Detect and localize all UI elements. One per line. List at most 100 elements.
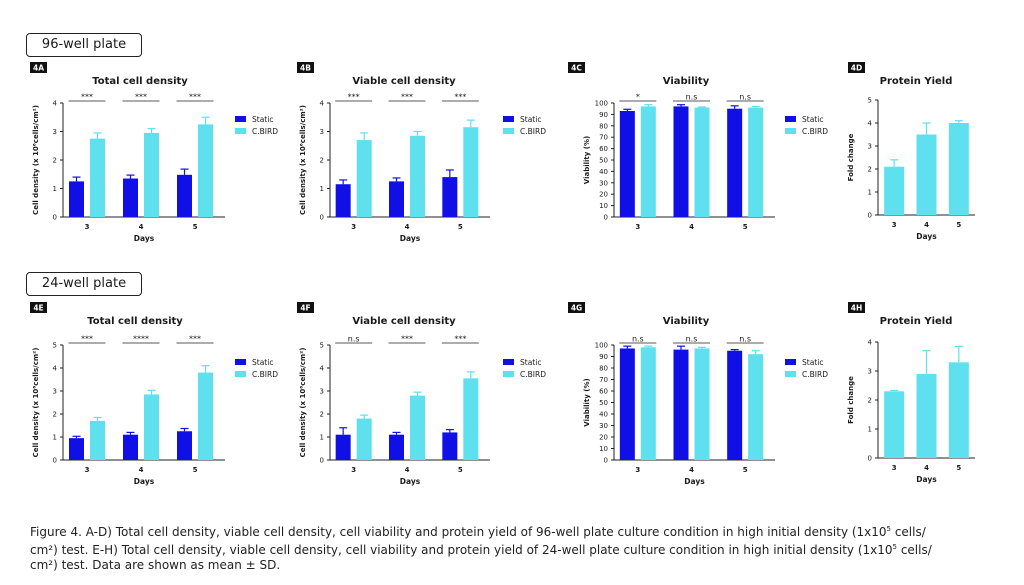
y-tick-label: 2 bbox=[53, 157, 57, 165]
y-tick-label: 100 bbox=[595, 342, 608, 350]
bar-static bbox=[335, 434, 351, 460]
panel-badge-label: 4E bbox=[33, 304, 43, 313]
x-tick-label: 5 bbox=[193, 466, 198, 474]
x-tick-label: 3 bbox=[892, 221, 897, 229]
panel-badge-label: 4G bbox=[571, 304, 582, 313]
y-tick-label: 30 bbox=[599, 179, 608, 187]
figure-charts: 4A Total cell density 0 1 2 3 4 Cell density (x… bbox=[30, 62, 975, 486]
y-tick-label: 0 bbox=[53, 214, 57, 222]
bar-cbird bbox=[463, 127, 479, 217]
y-tick-label: 70 bbox=[599, 134, 608, 142]
panel-badge bbox=[568, 62, 585, 73]
y-axis-label: Viability (%) bbox=[583, 136, 591, 184]
x-axis-label: Days bbox=[400, 234, 421, 243]
legend-label: Static bbox=[520, 358, 541, 367]
legend-label: C.BIRD bbox=[520, 370, 546, 379]
y-tick-label: 40 bbox=[599, 168, 608, 176]
y-tick-label: 90 bbox=[599, 111, 608, 119]
legend-swatch bbox=[785, 359, 796, 365]
y-tick-label: 1 bbox=[868, 426, 872, 434]
y-tick-label: 70 bbox=[599, 376, 608, 384]
bar-cbird bbox=[640, 106, 656, 217]
caption-line1b: cells/ bbox=[891, 525, 926, 539]
legend-swatch bbox=[785, 371, 796, 377]
bar-cbird bbox=[198, 124, 213, 217]
x-tick-label: 3 bbox=[892, 464, 897, 472]
legend-label: Static bbox=[252, 115, 273, 124]
y-axis-label: Fold change bbox=[847, 376, 855, 424]
bar-static bbox=[389, 181, 404, 217]
chart-panel-4f: 4F Viable cell density 0 1 2 3 4 5 Cell density … bbox=[297, 302, 546, 486]
chart-title: Total cell density bbox=[92, 76, 188, 87]
y-tick-label: 50 bbox=[599, 157, 608, 165]
caption-line3: cm²) test. Data are shown as mean ± SD. bbox=[30, 558, 281, 572]
bar-cbird bbox=[748, 107, 764, 217]
caption-sup1: 5 bbox=[886, 525, 892, 533]
bar-cbird bbox=[410, 395, 425, 460]
significance-label: *** bbox=[348, 93, 360, 102]
panel-badge bbox=[568, 302, 585, 313]
chart-panel-4d: 4D Protein Yield 0 1 2 3 4 5 Fold change Days 3 4 5 bbox=[847, 62, 975, 241]
chart-panel-4e: 4E Total cell density 0 1 2 3 4 5 Cell density (… bbox=[30, 302, 278, 486]
x-tick-label: 5 bbox=[743, 466, 748, 474]
y-tick-label: 0 bbox=[604, 457, 608, 465]
y-axis-label: Cell density (x 10⁶cells/cm²) bbox=[299, 348, 307, 458]
panel-badge-label: 4B bbox=[300, 64, 311, 73]
legend-swatch bbox=[235, 371, 246, 377]
y-tick-label: 0 bbox=[604, 214, 608, 222]
y-tick-label: 0 bbox=[53, 457, 57, 465]
bar-static bbox=[177, 431, 192, 460]
y-tick-label: 4 bbox=[320, 100, 325, 108]
significance-label: **** bbox=[133, 335, 149, 344]
x-axis-label: Days bbox=[134, 477, 155, 486]
x-axis-label: Days bbox=[916, 475, 937, 484]
significance-label: *** bbox=[401, 335, 413, 344]
bar-static bbox=[389, 434, 404, 460]
legend-label: Static bbox=[802, 115, 823, 124]
bar-static bbox=[335, 184, 351, 217]
panel-badge bbox=[848, 302, 865, 313]
legend-swatch bbox=[235, 128, 246, 134]
x-tick-label: 5 bbox=[956, 221, 961, 229]
bar-value bbox=[916, 373, 937, 458]
y-tick-label: 80 bbox=[599, 365, 608, 373]
bar-cbird bbox=[144, 394, 159, 460]
y-tick-label: 3 bbox=[53, 128, 57, 136]
panel-badge bbox=[297, 302, 314, 313]
significance-label: n.s bbox=[739, 93, 751, 102]
y-tick-label: 4 bbox=[53, 365, 58, 373]
panel-badge bbox=[848, 62, 865, 73]
panel-badge-label: 4D bbox=[851, 64, 862, 73]
bar-cbird bbox=[198, 372, 213, 460]
bar-static bbox=[619, 110, 635, 217]
significance-label: *** bbox=[401, 93, 413, 102]
bar-value bbox=[948, 123, 969, 215]
y-tick-label: 5 bbox=[320, 342, 324, 350]
bar-cbird bbox=[694, 348, 710, 460]
y-tick-label: 3 bbox=[320, 128, 324, 136]
y-tick-label: 10 bbox=[599, 445, 608, 453]
x-tick-label: 5 bbox=[193, 223, 198, 231]
y-tick-label: 0 bbox=[868, 212, 872, 220]
legend-label: Static bbox=[252, 358, 273, 367]
bar-static bbox=[177, 174, 192, 217]
chart-title: Viability bbox=[663, 316, 710, 327]
bar-static bbox=[619, 348, 635, 460]
y-tick-label: 50 bbox=[599, 399, 608, 407]
y-tick-label: 90 bbox=[599, 353, 608, 361]
panel-badge-label: 4C bbox=[571, 64, 582, 73]
significance-label: *** bbox=[189, 93, 201, 102]
bar-value bbox=[916, 134, 937, 215]
y-tick-label: 5 bbox=[53, 342, 57, 350]
significance-label: n.s bbox=[739, 335, 751, 344]
x-tick-label: 3 bbox=[351, 466, 356, 474]
y-tick-label: 0 bbox=[320, 214, 324, 222]
y-tick-label: 4 bbox=[868, 339, 873, 347]
bar-static bbox=[442, 177, 458, 217]
y-tick-label: 2 bbox=[868, 397, 872, 405]
y-tick-label: 4 bbox=[868, 120, 873, 128]
panel-badge bbox=[297, 62, 314, 73]
x-tick-label: 4 bbox=[405, 223, 410, 231]
panel-badge-label: 4H bbox=[851, 304, 863, 313]
x-tick-label: 5 bbox=[458, 223, 463, 231]
